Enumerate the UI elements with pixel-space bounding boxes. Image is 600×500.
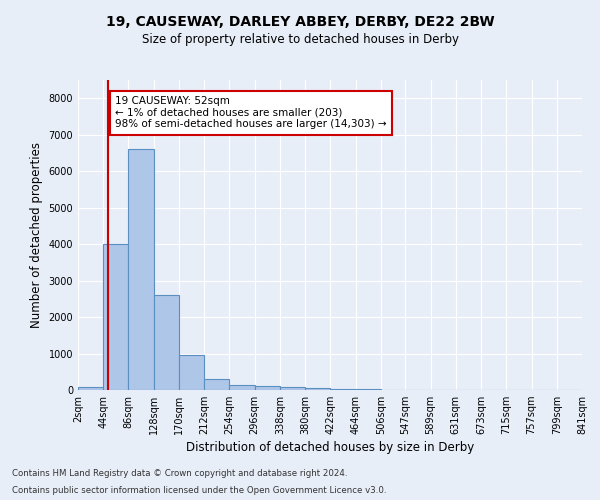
Text: 19, CAUSEWAY, DARLEY ABBEY, DERBY, DE22 2BW: 19, CAUSEWAY, DARLEY ABBEY, DERBY, DE22 …: [106, 15, 494, 29]
Text: 19 CAUSEWAY: 52sqm
← 1% of detached houses are smaller (203)
98% of semi-detache: 19 CAUSEWAY: 52sqm ← 1% of detached hous…: [115, 96, 387, 130]
Bar: [305, 388, 331, 390]
Bar: [154, 295, 179, 390]
Bar: [179, 356, 204, 390]
Bar: [331, 389, 356, 390]
Bar: [103, 244, 128, 390]
Bar: [280, 388, 305, 390]
Bar: [78, 388, 103, 390]
Bar: [128, 150, 154, 390]
Text: Size of property relative to detached houses in Derby: Size of property relative to detached ho…: [142, 32, 458, 46]
Text: Contains public sector information licensed under the Open Government Licence v3: Contains public sector information licen…: [12, 486, 386, 495]
Y-axis label: Number of detached properties: Number of detached properties: [30, 142, 43, 328]
Bar: [204, 378, 229, 390]
Bar: [229, 386, 254, 390]
Bar: [254, 386, 280, 390]
X-axis label: Distribution of detached houses by size in Derby: Distribution of detached houses by size …: [186, 442, 474, 454]
Text: Contains HM Land Registry data © Crown copyright and database right 2024.: Contains HM Land Registry data © Crown c…: [12, 468, 347, 477]
